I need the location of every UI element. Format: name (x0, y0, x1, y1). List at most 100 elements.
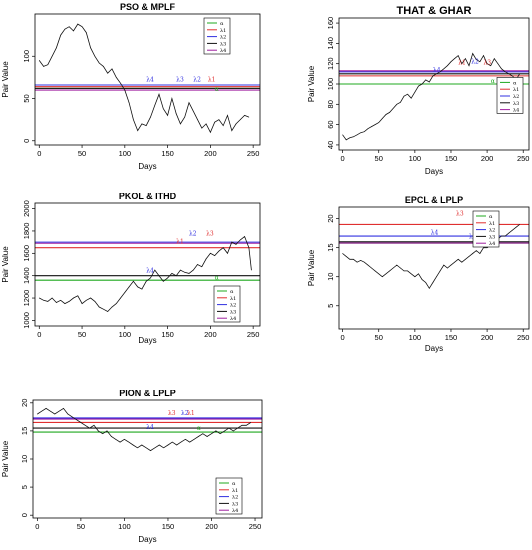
y-tick-label: 10 (20, 455, 29, 463)
data-point (450, 61, 452, 62)
y-tick-label: 40 (326, 141, 335, 149)
data-point (486, 247, 488, 248)
data-point (414, 91, 416, 93)
data-point (241, 424, 243, 426)
data-point (210, 253, 211, 254)
data-point (385, 273, 387, 275)
data-point (81, 303, 83, 304)
y-axis-label: Pair Value (307, 65, 316, 102)
data-point (133, 280, 134, 282)
data-point (447, 65, 448, 67)
data-point (342, 253, 343, 254)
data-point (479, 253, 481, 254)
data-point (137, 447, 138, 449)
data-point (457, 55, 459, 56)
data-point (120, 297, 121, 299)
data-point (145, 447, 147, 449)
data-point (421, 83, 423, 85)
y-tick-label: 1600 (22, 245, 31, 262)
data-point (429, 288, 430, 289)
annotation-label: λ1 (458, 60, 466, 67)
x-tick-label: 100 (409, 333, 422, 342)
data-point (472, 53, 473, 54)
legend-label: λ2 (230, 303, 236, 309)
data-point (235, 123, 237, 125)
data-point (501, 235, 502, 237)
data-point (403, 270, 405, 272)
data-point (400, 267, 401, 269)
x-axis-label: Days (138, 162, 156, 171)
y-tick-label: 0 (22, 139, 31, 143)
data-point (132, 444, 134, 446)
data-point (184, 116, 186, 118)
data-point (94, 301, 96, 302)
data-point (158, 93, 160, 95)
x-tick-label: 50 (77, 522, 85, 531)
data-point (188, 102, 190, 104)
data-point (63, 408, 64, 409)
data-point (360, 132, 361, 134)
data-point (77, 295, 79, 297)
data-point (150, 116, 151, 118)
data-point (175, 275, 177, 276)
annotation-label: λ2 (193, 77, 201, 84)
data-point (90, 47, 91, 49)
data-point (345, 139, 347, 141)
data-point (197, 119, 198, 120)
data-point (60, 34, 61, 36)
data-point (436, 276, 437, 278)
data-point (231, 130, 233, 131)
data-point (349, 137, 351, 139)
data-point (353, 258, 354, 260)
legend-label: λ3 (230, 309, 236, 315)
annotation-label: λ4 (433, 67, 441, 74)
data-point (150, 450, 151, 451)
data-point (180, 123, 181, 125)
annotation-label: λ4 (431, 229, 439, 236)
data-point (71, 416, 73, 418)
data-point (81, 26, 83, 27)
data-point (447, 267, 448, 269)
data-point (137, 286, 138, 288)
data-point (102, 433, 103, 435)
data-point (443, 264, 445, 266)
x-tick-label: 50 (78, 330, 86, 339)
annotation-label: λ4 (146, 77, 154, 84)
data-point (219, 433, 221, 435)
plot-frame (34, 13, 261, 146)
y-tick-label: 20 (326, 214, 335, 222)
x-tick-label: 100 (118, 522, 131, 531)
data-point (107, 311, 109, 312)
data-point (418, 85, 419, 87)
chart-title: PION & LPLP (119, 390, 176, 398)
annotation-label: λ2 (471, 59, 479, 66)
data-point (389, 270, 390, 272)
y-axis-label: Pair Value (307, 249, 316, 286)
y-tick-label: 1000 (22, 312, 31, 329)
x-tick-label: 100 (119, 330, 132, 339)
data-point (461, 261, 463, 263)
data-point (248, 247, 250, 249)
data-point (392, 267, 394, 269)
y-tick-label: 20 (20, 399, 29, 407)
data-point (231, 241, 233, 243)
legend-label: α (220, 21, 224, 27)
data-point (198, 436, 199, 437)
data-point (185, 439, 186, 440)
x-tick-label: 150 (445, 154, 458, 163)
data-point (145, 280, 147, 282)
data-point (461, 63, 463, 64)
chart-title: THAT & GHAR (397, 5, 472, 17)
data-point (202, 433, 204, 435)
data-point (120, 83, 121, 84)
data-point (93, 424, 95, 426)
data-point (180, 269, 181, 271)
data-point (228, 427, 230, 429)
data-point (158, 444, 160, 446)
data-point (68, 26, 70, 27)
data-point (124, 292, 126, 293)
annotation-label: α (491, 78, 495, 85)
